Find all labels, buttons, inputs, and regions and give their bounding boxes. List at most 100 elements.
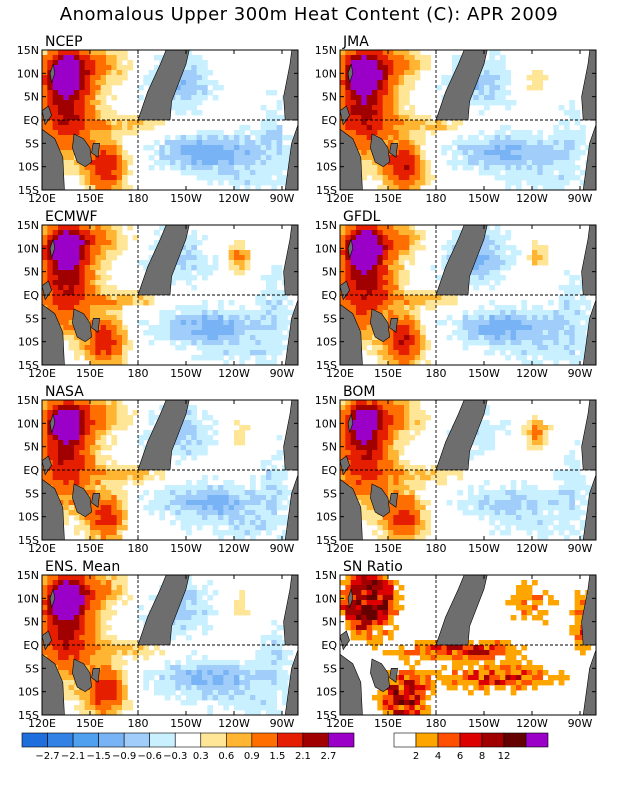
map-cell xyxy=(212,335,219,341)
map-cell xyxy=(79,440,86,446)
map-cell xyxy=(356,225,362,231)
map-cell xyxy=(266,180,272,186)
map-cell xyxy=(340,70,346,76)
map-cell xyxy=(159,475,166,481)
map-cell xyxy=(58,225,64,231)
map-cell xyxy=(372,510,378,516)
map-cell xyxy=(68,410,75,416)
map-cell xyxy=(404,240,410,246)
map-cell xyxy=(116,410,123,416)
map-cell xyxy=(478,150,485,156)
map-cell xyxy=(521,425,528,431)
map-cell xyxy=(393,95,400,101)
map-cell xyxy=(580,475,586,481)
map-cell xyxy=(218,490,224,496)
map-cell xyxy=(95,300,102,306)
map-cell xyxy=(393,480,400,486)
map-cell xyxy=(52,425,59,431)
x-tick-label: 150E xyxy=(374,192,402,205)
map-cell xyxy=(191,410,198,416)
map-cell xyxy=(446,300,453,306)
map-cell xyxy=(553,525,560,531)
map-cell xyxy=(409,110,416,116)
map-cell xyxy=(196,260,203,266)
map-cell xyxy=(462,315,469,321)
map-cell xyxy=(244,250,251,256)
map-cell xyxy=(271,180,278,186)
map-cell xyxy=(234,340,240,346)
map-cell xyxy=(271,455,278,461)
map-cell xyxy=(553,315,560,321)
map-cell xyxy=(282,485,288,491)
map-cell xyxy=(452,320,458,326)
map-cell xyxy=(388,515,394,521)
map-cell xyxy=(250,485,256,491)
map-cell xyxy=(175,85,182,91)
map-cell xyxy=(266,175,272,181)
map-cell xyxy=(100,270,107,276)
map-cell xyxy=(558,175,565,181)
map-cell xyxy=(218,510,224,516)
map-cell xyxy=(404,250,410,256)
map-cell xyxy=(52,475,59,481)
map-cell xyxy=(420,115,426,121)
map-cell xyxy=(361,95,368,101)
map-cell xyxy=(196,435,203,441)
map-cell xyxy=(558,530,565,536)
map-cell xyxy=(228,525,235,531)
y-tick-label: 5N xyxy=(24,266,39,279)
map-cell xyxy=(468,320,474,326)
map-cell xyxy=(127,115,134,121)
map-cell xyxy=(111,150,118,156)
map-cell xyxy=(223,340,230,346)
map-cell xyxy=(106,55,112,61)
map-cell xyxy=(356,125,362,131)
map-cell xyxy=(366,50,373,56)
map-cell xyxy=(489,300,496,306)
map-cell xyxy=(388,265,394,271)
map-cell xyxy=(47,295,54,301)
map-cell xyxy=(361,175,368,181)
map-cell xyxy=(372,405,378,411)
map-cell xyxy=(79,70,86,76)
map-cell xyxy=(260,520,267,526)
map-cell xyxy=(500,150,506,156)
map-cell xyxy=(239,135,246,141)
y-tick-label: 10N xyxy=(17,417,39,430)
map-cell xyxy=(382,185,389,190)
map-cell xyxy=(84,75,91,81)
map-cell xyxy=(425,125,432,131)
map-cell xyxy=(361,90,368,96)
map-cell xyxy=(478,510,485,516)
map-cell xyxy=(404,315,410,321)
map-cell xyxy=(100,165,107,171)
map-cell xyxy=(425,500,432,506)
map-cell xyxy=(532,260,538,266)
map-cell xyxy=(122,335,128,341)
map-cell xyxy=(122,70,128,76)
map-cell xyxy=(473,315,480,321)
map-cell xyxy=(441,260,448,266)
map-cell xyxy=(356,415,362,421)
map-cell xyxy=(47,655,54,661)
map-cell xyxy=(239,330,246,336)
map-cell xyxy=(414,185,421,190)
map-cell xyxy=(569,480,576,486)
map-cell xyxy=(282,145,288,151)
map-cell xyxy=(122,475,128,481)
map-cell xyxy=(90,235,96,241)
map-cell xyxy=(116,140,123,146)
map-cell xyxy=(478,435,485,441)
map-cell xyxy=(255,315,262,321)
map-cell xyxy=(90,410,96,416)
map-cell xyxy=(175,485,182,491)
map-cell xyxy=(68,105,75,111)
map-cell xyxy=(148,165,155,171)
map-cell xyxy=(356,75,362,81)
map-cell xyxy=(473,260,480,266)
map-cell xyxy=(266,460,272,466)
map-cell xyxy=(250,130,256,136)
map-cell xyxy=(569,475,576,481)
map-cell xyxy=(79,430,86,436)
map-cell xyxy=(90,340,96,346)
